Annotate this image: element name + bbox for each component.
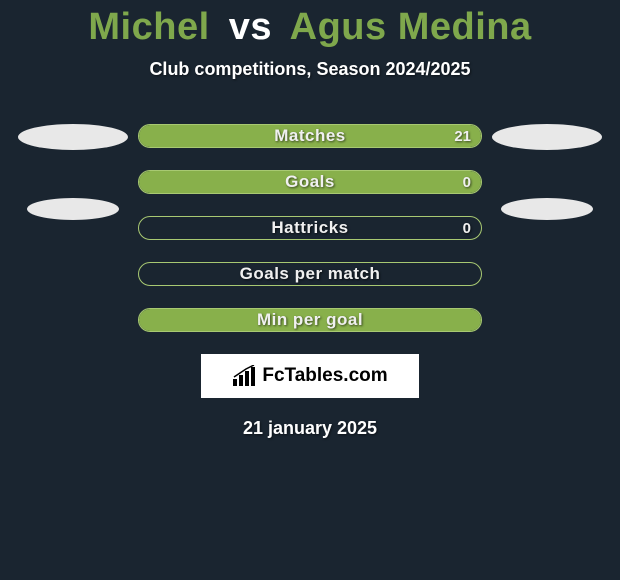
date-label: 21 january 2025 — [243, 418, 377, 439]
stat-bar-goals-per-match: Goals per match — [138, 262, 482, 286]
bar-value: 21 — [454, 125, 471, 147]
bars-column: Matches21Goals0Hattricks0Goals per match… — [138, 124, 482, 332]
left-ellipse-2 — [27, 198, 119, 220]
left-ellipse-1 — [18, 124, 128, 150]
title-player1: Michel — [88, 6, 209, 48]
logo-icon — [232, 365, 258, 387]
right-ellipse-1 — [492, 124, 602, 150]
bar-label: Matches — [139, 125, 481, 147]
logo-text: FcTables.com — [262, 365, 387, 387]
bar-value: 0 — [463, 217, 471, 239]
chart-area: Matches21Goals0Hattricks0Goals per match… — [0, 124, 620, 332]
stat-bar-min-per-goal: Min per goal — [138, 308, 482, 332]
stat-bar-matches: Matches21 — [138, 124, 482, 148]
left-column — [8, 124, 138, 332]
bar-label: Min per goal — [139, 309, 481, 331]
right-ellipse-2 — [501, 198, 593, 220]
subtitle: Club competitions, Season 2024/2025 — [149, 59, 470, 80]
root: Michel vs Agus Medina Club competitions,… — [0, 0, 620, 580]
bar-label: Goals — [139, 171, 481, 193]
bar-label: Goals per match — [139, 263, 481, 285]
stat-bar-hattricks: Hattricks0 — [138, 216, 482, 240]
title-vs: vs — [229, 6, 272, 48]
bar-value: 0 — [463, 171, 471, 193]
title-player2: Agus Medina — [290, 6, 532, 48]
stat-bar-goals: Goals0 — [138, 170, 482, 194]
logo-box: FcTables.com — [201, 354, 419, 398]
page-title: Michel vs Agus Medina — [88, 6, 531, 49]
right-column — [482, 124, 612, 332]
bar-label: Hattricks — [139, 217, 481, 239]
